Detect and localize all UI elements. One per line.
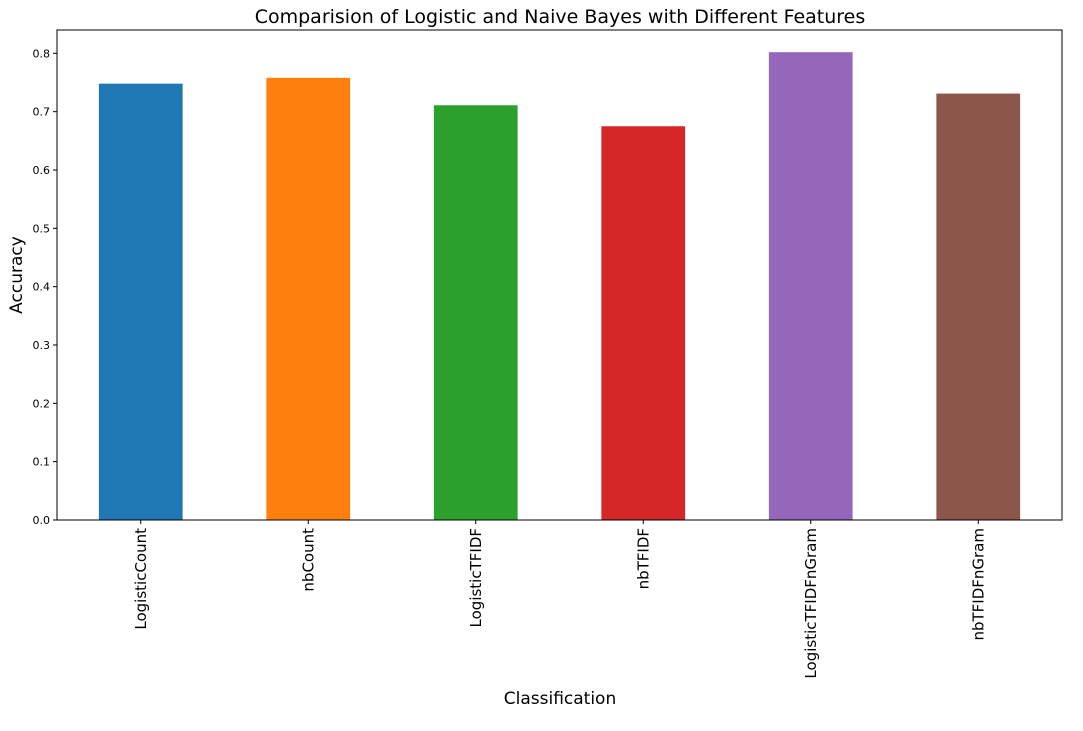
plot-frame xyxy=(56,29,1063,521)
bar-LogisticTFIDFnGram xyxy=(768,52,853,521)
bar-nbCount xyxy=(266,77,351,520)
x-tick-label: nbCount xyxy=(299,528,317,592)
x-tick-label: LogisticCount xyxy=(132,528,150,630)
chart-title: Comparision of Logistic and Naive Bayes … xyxy=(255,6,866,28)
x-tick-label: LogisticTFIDFnGram xyxy=(802,528,820,679)
y-tick-label: 0.1 xyxy=(33,456,51,469)
y-tick-label: 0.6 xyxy=(33,164,51,177)
y-tick-label: 0.0 xyxy=(33,514,51,527)
bars-group xyxy=(98,52,1021,521)
y-tick-label: 0.3 xyxy=(33,339,51,352)
y-tick-label: 0.4 xyxy=(33,281,51,294)
y-tick-label: 0.5 xyxy=(33,222,51,235)
x-tick-label: nbTFIDFnGram xyxy=(969,528,987,641)
bar-LogisticCount xyxy=(98,83,183,521)
x-tick-label: nbTFIDF xyxy=(634,528,652,589)
bar-LogisticTFIDF xyxy=(433,105,518,520)
y-tick-label: 0.7 xyxy=(33,106,51,119)
x-tick-label: LogisticTFIDF xyxy=(467,528,485,627)
y-tick-label: 0.2 xyxy=(33,397,51,410)
y-tick-label: 0.8 xyxy=(33,47,51,60)
x-axis-label: Classification xyxy=(504,689,616,709)
bar-nbTFIDFnGram xyxy=(936,93,1021,520)
y-axis: 0.0 0.1 0.2 0.3 0.4 0.5 0.6 0.7 0.8 xyxy=(33,47,57,527)
bar-nbTFIDF xyxy=(601,126,686,520)
x-axis: LogisticCount nbCount LogisticTFIDF nbTFIDF… xyxy=(132,520,987,679)
y-axis-label: Accuracy xyxy=(7,236,27,314)
